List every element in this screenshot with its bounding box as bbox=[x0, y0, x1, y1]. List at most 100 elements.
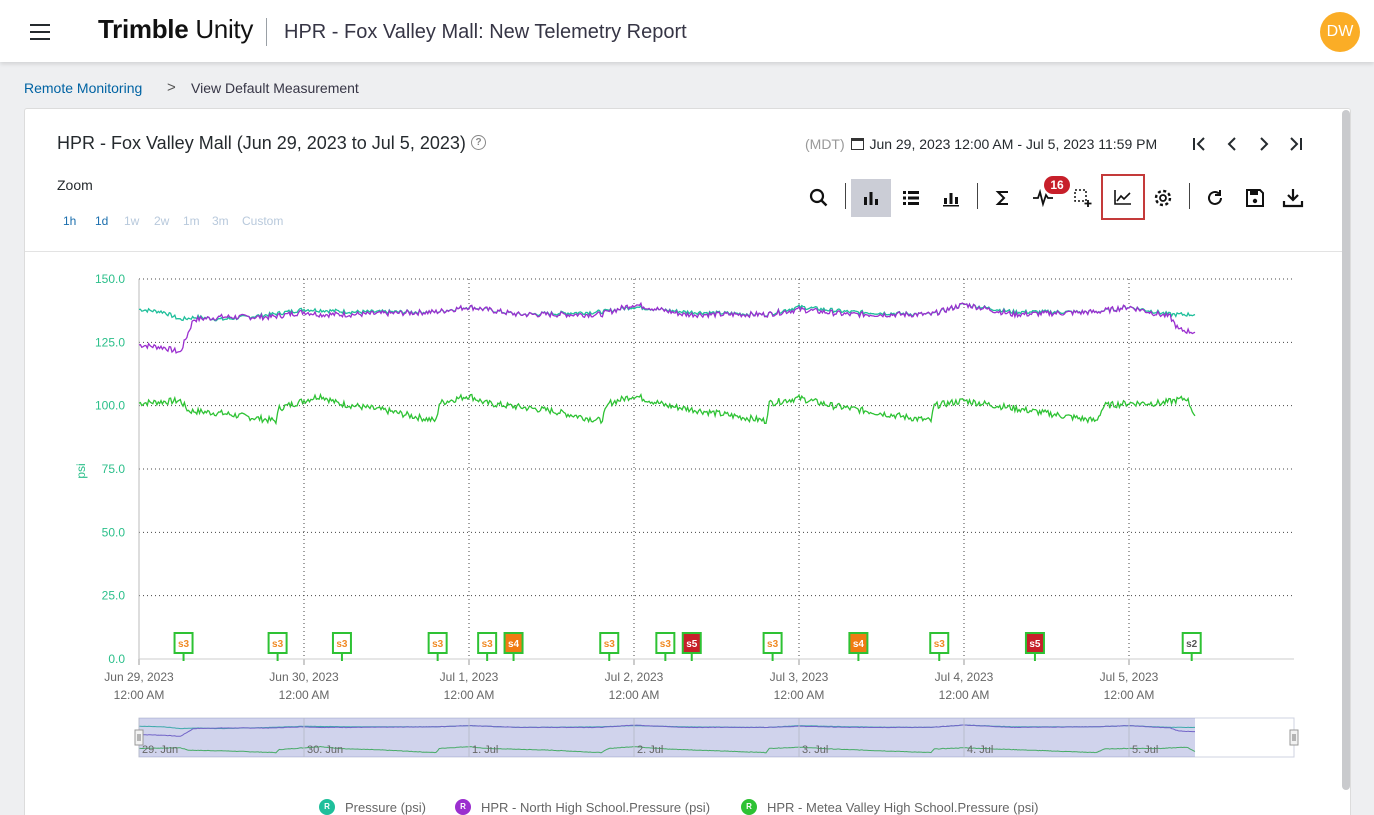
zoom-2w: 2w bbox=[154, 214, 170, 228]
event-marker[interactable]: s2 bbox=[1181, 632, 1202, 661]
event-marker[interactable]: s5 bbox=[1024, 632, 1045, 661]
x-tick-time: 12:00 AM bbox=[279, 688, 330, 702]
zoom-1h[interactable]: 1h bbox=[63, 214, 77, 228]
last-icon[interactable] bbox=[1286, 135, 1306, 155]
event-marker-box bbox=[762, 632, 783, 654]
legend-label: HPR - North High School.Pressure (psi) bbox=[481, 799, 711, 815]
event-marker-label: s5 bbox=[1029, 639, 1041, 650]
x-tick-time: 12:00 AM bbox=[939, 688, 990, 702]
chevron-right-icon: > bbox=[167, 79, 176, 96]
zoom-1d[interactable]: 1d bbox=[95, 214, 109, 228]
event-marker-box bbox=[848, 632, 869, 654]
event-marker-label: s3 bbox=[660, 639, 672, 650]
download-icon[interactable] bbox=[1273, 179, 1313, 217]
event-marker-label: s3 bbox=[432, 639, 444, 650]
event-marker[interactable]: s3 bbox=[427, 632, 448, 661]
navigator-label: 5. Jul bbox=[1132, 744, 1158, 756]
event-marker-label: s4 bbox=[853, 639, 865, 650]
y-axis-label: psi bbox=[74, 463, 88, 478]
legend-badge: R bbox=[741, 799, 757, 815]
series-line-metea-valley bbox=[138, 392, 1196, 426]
event-marker-box bbox=[1181, 632, 1202, 654]
event-marker[interactable]: s3 bbox=[477, 632, 498, 661]
event-marker[interactable]: s3 bbox=[929, 632, 950, 661]
navigator-label: 30. Jun bbox=[307, 744, 343, 756]
event-marker[interactable]: s3 bbox=[762, 632, 783, 661]
chart-title: HPR - Fox Valley Mall (Jun 29, 2023 to J… bbox=[57, 133, 466, 153]
telemetry-chart[interactable]: 150.0 125.0 100.0 75.0 50.0 25.0 0.0 psi Jun 29,… bbox=[25, 109, 1350, 789]
event-marker-label: s2 bbox=[1186, 639, 1198, 650]
stacked-bar-icon[interactable] bbox=[931, 179, 971, 217]
event-marker-box bbox=[267, 632, 288, 654]
event-marker[interactable]: s3 bbox=[331, 632, 352, 661]
first-icon[interactable] bbox=[1189, 135, 1209, 155]
x-tick-date: Jul 5, 2023 bbox=[1100, 670, 1159, 684]
list-icon[interactable] bbox=[891, 179, 931, 217]
y-tick-label: 150.0 bbox=[95, 272, 125, 286]
event-marker-box bbox=[681, 632, 702, 654]
zoom-1w: 1w bbox=[124, 214, 140, 228]
breadcrumb-remote-monitoring[interactable]: Remote Monitoring bbox=[24, 80, 143, 96]
calendar-icon[interactable] bbox=[850, 138, 864, 150]
x-tick-date: Jun 30, 2023 bbox=[269, 670, 339, 684]
search-icon[interactable] bbox=[799, 179, 839, 217]
event-marker-box bbox=[173, 632, 194, 654]
timezone: (MDT) bbox=[805, 136, 845, 152]
event-marker-label: s3 bbox=[178, 639, 190, 650]
zoom-custom: Custom bbox=[242, 214, 284, 228]
date-range[interactable]: (MDT) Jun 29, 2023 12:00 AM - Jul 5, 202… bbox=[805, 136, 1157, 152]
event-marker[interactable]: s3 bbox=[599, 632, 620, 661]
event-marker-box bbox=[929, 632, 950, 654]
page-scrollbar[interactable] bbox=[1342, 110, 1350, 790]
legend-item-metea-valley[interactable]: R HPR - Metea Valley High School.Pressur… bbox=[741, 799, 1038, 815]
avatar[interactable]: DW bbox=[1320, 12, 1360, 52]
navigator-label: 2. Jul bbox=[637, 744, 663, 756]
navigator-handle[interactable] bbox=[1289, 729, 1299, 746]
bar-chart-icon[interactable] bbox=[851, 179, 891, 217]
zoom-label: Zoom bbox=[57, 177, 93, 193]
sigma-icon[interactable] bbox=[983, 179, 1023, 217]
event-marker-box bbox=[331, 632, 352, 654]
page-title: HPR - Fox Valley Mall: New Telemetry Rep… bbox=[284, 21, 687, 43]
gear-icon[interactable] bbox=[1143, 179, 1183, 217]
event-marker-box bbox=[427, 632, 448, 654]
navigator-series bbox=[139, 745, 1196, 754]
logo-divider bbox=[266, 18, 267, 46]
save-icon[interactable] bbox=[1235, 179, 1275, 217]
legend-item-pressure[interactable]: R Pressure (psi) bbox=[319, 799, 426, 815]
zoom-1m: 1m bbox=[183, 214, 200, 228]
event-marker[interactable]: s4 bbox=[848, 632, 869, 661]
event-marker[interactable]: s3 bbox=[267, 632, 288, 661]
y-tick-label: 75.0 bbox=[102, 462, 126, 476]
add-selection-icon[interactable] bbox=[1063, 179, 1103, 217]
line-chart-icon[interactable] bbox=[1101, 174, 1145, 220]
event-marker-label: s3 bbox=[604, 639, 616, 650]
legend-badge: R bbox=[319, 799, 335, 815]
zoom-3m: 3m bbox=[212, 214, 229, 228]
event-marker[interactable]: s3 bbox=[655, 632, 676, 661]
legend-badge: R bbox=[455, 799, 471, 815]
toolbar-divider bbox=[845, 183, 846, 209]
pulse-icon[interactable] bbox=[1023, 179, 1063, 217]
toolbar-divider bbox=[1189, 183, 1190, 209]
event-marker[interactable]: s5 bbox=[681, 632, 702, 661]
menu-icon[interactable] bbox=[30, 24, 50, 40]
navigator-label: 29. Jun bbox=[142, 744, 178, 756]
x-tick-date: Jul 1, 2023 bbox=[440, 670, 499, 684]
refresh-icon[interactable] bbox=[1195, 179, 1235, 217]
y-tick-label: 125.0 bbox=[95, 335, 125, 349]
event-marker[interactable]: s3 bbox=[173, 632, 194, 661]
help-icon[interactable]: ? bbox=[471, 135, 486, 150]
legend-item-north-high[interactable]: R HPR - North High School.Pressure (psi) bbox=[455, 799, 710, 815]
event-marker[interactable]: s4 bbox=[503, 632, 524, 661]
next-icon[interactable] bbox=[1254, 135, 1274, 155]
navigator-series bbox=[139, 724, 1195, 737]
event-marker-label: s3 bbox=[767, 639, 779, 650]
event-marker-label: s3 bbox=[272, 639, 284, 650]
x-tick-date: Jul 4, 2023 bbox=[935, 670, 994, 684]
navigator-handle[interactable] bbox=[134, 729, 144, 746]
x-tick-time: 12:00 AM bbox=[444, 688, 495, 702]
prev-icon[interactable] bbox=[1222, 135, 1242, 155]
y-tick-label: 50.0 bbox=[102, 525, 126, 539]
navigator-label: 3. Jul bbox=[802, 744, 828, 756]
